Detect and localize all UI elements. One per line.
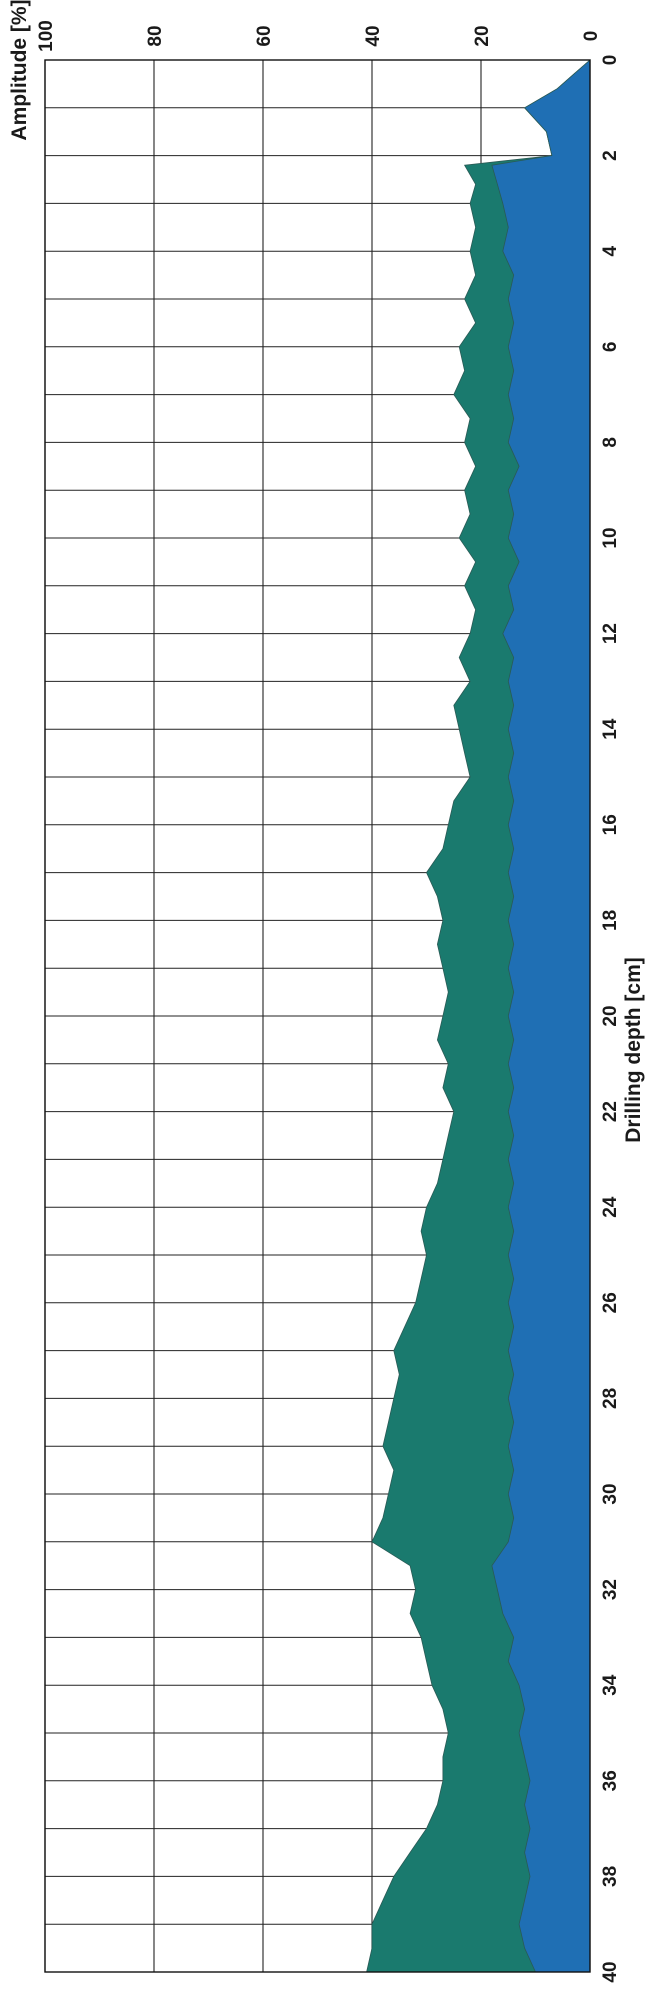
y-tick-label: 60 <box>254 25 275 46</box>
x-tick-label: 12 <box>600 623 621 644</box>
x-tick-label: 26 <box>600 1292 621 1313</box>
y-axis-label: Amplitude [%] <box>8 0 31 141</box>
plot-border <box>44 59 591 1973</box>
plot-frame <box>44 59 591 1973</box>
x-tick-label: 24 <box>600 1196 621 1218</box>
plot-areas <box>366 59 591 1973</box>
x-tick-label: 4 <box>600 245 621 256</box>
x-tick-label: 18 <box>600 910 621 931</box>
y-tick-label: 100 <box>36 20 57 52</box>
x-tick-label: 40 <box>600 1961 621 1982</box>
y-tick-label: 40 <box>363 25 384 46</box>
x-tick-label: 10 <box>600 527 621 548</box>
x-tick-label: 38 <box>600 1866 621 1887</box>
x-tick-label: 20 <box>600 1005 621 1026</box>
x-tick-label: 28 <box>600 1388 621 1409</box>
y-tick-label: 0 <box>581 31 602 42</box>
x-tick-label: 8 <box>600 437 621 448</box>
x-tick-label: 22 <box>600 1101 621 1122</box>
x-axis-label: Drilling depth [cm] <box>622 957 645 1143</box>
x-tick-label: 6 <box>600 342 621 353</box>
y-tick-label: 20 <box>472 25 493 46</box>
x-tick-label: 2 <box>600 150 621 161</box>
x-tick-label: 34 <box>600 1674 621 1696</box>
tick-labels: 0204060801000246810121416182022242628303… <box>36 20 621 1982</box>
x-tick-label: 0 <box>600 55 621 66</box>
x-tick-label: 14 <box>600 718 621 740</box>
x-tick-label: 32 <box>600 1579 621 1600</box>
y-tick-label: 80 <box>145 25 166 46</box>
x-tick-label: 16 <box>600 814 621 835</box>
series-area-1 <box>491 59 591 1973</box>
x-tick-label: 36 <box>600 1770 621 1791</box>
x-tick-label: 30 <box>600 1483 621 1504</box>
